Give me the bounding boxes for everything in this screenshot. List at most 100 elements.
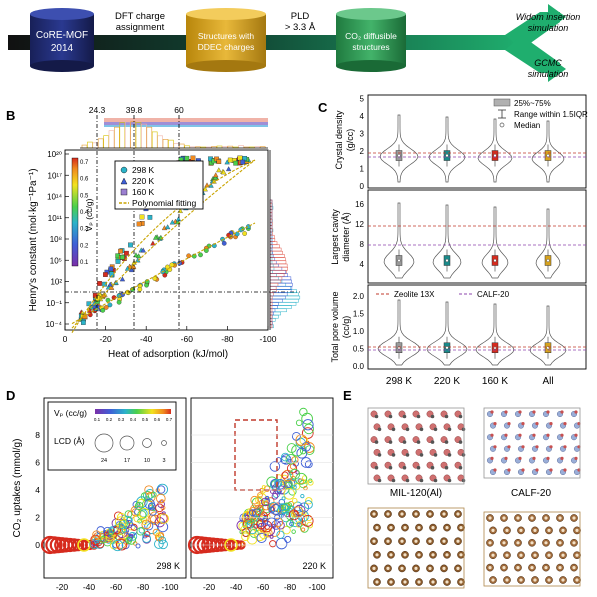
- panel-b-xtick: -100: [259, 334, 276, 344]
- panel-d-bubble: [295, 419, 303, 427]
- panel-d-bubble: [114, 516, 127, 528]
- panel-b-point-298k: [100, 307, 106, 313]
- panel-e-atom: [546, 410, 550, 414]
- panel-d-bubble: [269, 540, 277, 548]
- panel-c-median: [397, 258, 401, 263]
- panel-b-right-hist-bar: [269, 305, 292, 309]
- panel-c-median: [493, 153, 497, 158]
- panel-b-right-hist-bar: [269, 292, 274, 297]
- panel-e-cell: [483, 511, 581, 587]
- panel-d-colorbar: [95, 409, 171, 414]
- panel-b-point-220k: [136, 253, 142, 259]
- panel-d-bubble: [295, 434, 308, 446]
- panel-e-atom: [461, 478, 466, 483]
- panel-e-atom: [386, 512, 390, 516]
- panel-b-point-220k: [152, 234, 159, 240]
- panel-c-ylabel-bot-1: Total pore volume: [330, 291, 340, 362]
- panel-a-workflow: CoRE-MOF 2014 DFT charge assignment Stru…: [8, 4, 580, 82]
- panel-e-atom: [372, 539, 376, 543]
- panel-d-bubble: [300, 494, 305, 499]
- panel-d-bubble: [281, 471, 289, 479]
- panel-e-atom: [445, 526, 449, 530]
- panel-b-point-160k: [128, 242, 133, 248]
- panel-b-top-hist-bar: [157, 135, 163, 149]
- panel-e-atom: [532, 456, 536, 460]
- panel-e-atom: [504, 410, 508, 414]
- panel-d-bubble: [84, 539, 96, 551]
- panel-b-right-hist-bar: [269, 276, 279, 281]
- panel-e-atom: [372, 566, 376, 571]
- panel-c-ytick-bot: 1.5: [353, 310, 365, 319]
- panel-b-right-hist-bar: [269, 276, 292, 281]
- panel-e-atom: [519, 578, 523, 582]
- panel-e-atom: [456, 539, 460, 543]
- panel-e-atom: [458, 414, 463, 419]
- panel-d-bubble: [291, 529, 296, 534]
- panel-d-legend: Vₚ (cc/g) 0.1 0.2 0.3 0.4 0.5 0.6 0.7 LCD (Å) …: [47, 401, 177, 471]
- panel-e-atom: [493, 445, 497, 449]
- panel-d-bubble: [291, 484, 297, 490]
- panel-d-lcd-label: LCD (Å): [54, 436, 85, 446]
- panel-d-ytick: 8: [35, 430, 40, 440]
- panel-d-bubble: [274, 479, 283, 487]
- panel-b-right-hist-bar: [269, 247, 282, 252]
- panel-b-point-220k: [128, 267, 135, 273]
- panel-b-point-160k: [115, 259, 121, 264]
- panel-e-atom: [405, 427, 410, 432]
- panel-c-ytick-bot: 0.5: [353, 345, 365, 354]
- panel-d-xtick: -40: [230, 582, 243, 592]
- panel-b-point-160k: [118, 248, 123, 254]
- panel-d-colorbar-tick: 0.5: [142, 417, 149, 422]
- panel-e-atom: [389, 580, 393, 584]
- panel-d-bubble: [157, 485, 166, 494]
- panel-e-atom: [507, 445, 511, 449]
- panel-e-atom: [533, 528, 537, 533]
- panel-e-atom: [549, 445, 553, 449]
- panel-b-colorbar-tick: 0.3: [80, 227, 89, 233]
- panel-b-legend: 298 K 220 K 160 K Polynomial fitting: [114, 160, 204, 210]
- panel-d-bubble: [144, 531, 151, 538]
- panel-d-bubble: [116, 539, 128, 551]
- panel-b-right-hist-bar: [269, 279, 283, 284]
- legend-zeolite: Zeolite 13X: [394, 290, 435, 299]
- panel-c-ytick-bot: 0.0: [353, 362, 365, 371]
- panel-e-label-2: CALF-20: [511, 488, 551, 499]
- panel-e-atom: [518, 410, 522, 414]
- panel-c-ytick-top: 1: [360, 165, 365, 174]
- legend-median: Median: [514, 121, 540, 130]
- panel-e-atom: [535, 422, 539, 426]
- panel-b-right-hist-bar: [269, 308, 287, 313]
- panel-b-colorbar-tick: 0.1: [80, 260, 89, 266]
- panel-e-atom: [572, 566, 576, 570]
- panel-b-right-hist-bar: [269, 257, 286, 261]
- panel-e-atom: [431, 553, 435, 557]
- panel-d-colorbar-tick: 0.1: [94, 417, 101, 422]
- panel-d-bubble: [289, 468, 301, 480]
- panel-b-right-hist-bar: [269, 273, 285, 277]
- panel-e-atom: [428, 566, 432, 571]
- panel-b-ytick: 10¹⁴: [47, 193, 63, 202]
- panel-d-bubble: [303, 479, 308, 484]
- panel-d-bubble: [145, 489, 155, 499]
- panel-b-right-hist-bar: [269, 238, 276, 242]
- panel-e-cell-edge: [483, 511, 581, 587]
- panel-b-point-160k: [227, 157, 233, 163]
- panel-b-right-histogram: [269, 199, 301, 329]
- panel-c-ytick-mid: 12: [355, 220, 364, 229]
- cylinder-co2: CO₂ diffusible structures: [336, 8, 406, 72]
- panel-b-right-hist-bar: [269, 273, 277, 277]
- panel-e-atom: [491, 578, 495, 582]
- panel-e-atom: [575, 528, 579, 533]
- panel-c-median: [397, 153, 401, 158]
- panel-d-bubble: [284, 535, 292, 543]
- panel-b-right-hist-bar: [269, 311, 281, 316]
- panel-d-bubble: [283, 488, 296, 500]
- panel-d-bubble: [45, 536, 63, 554]
- panel-b-point-160k: [240, 159, 246, 165]
- panel-e-atom: [504, 433, 508, 437]
- panel-b-point-160k: [190, 155, 196, 161]
- panel-d-bubble: [118, 523, 125, 529]
- panel-b-point-298k: [137, 286, 143, 292]
- panel-e-atom: [374, 440, 379, 444]
